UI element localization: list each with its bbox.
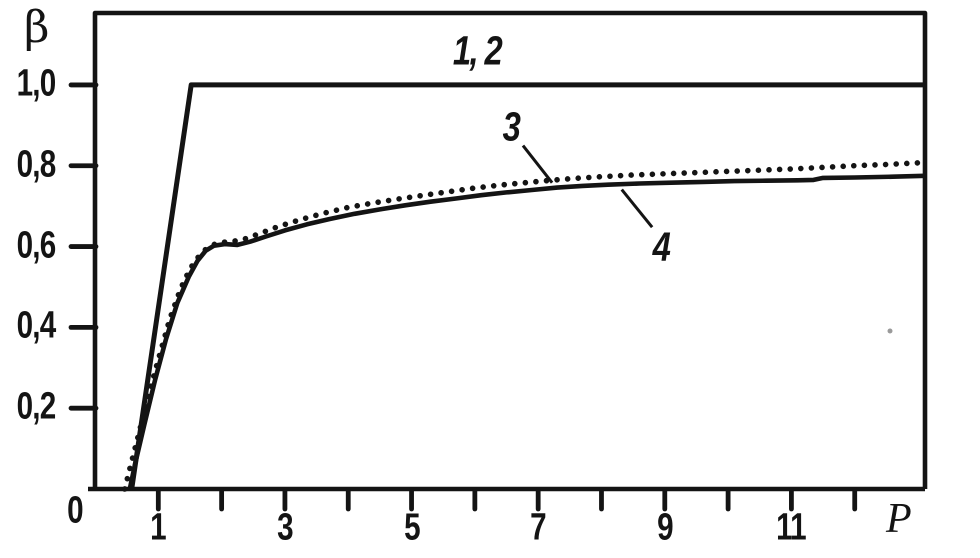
y-tick-label: 0,4 bbox=[16, 304, 57, 347]
curve-label-3: 3 bbox=[502, 103, 521, 150]
series-curve-4 bbox=[127, 173, 926, 490]
y-tick-label: 0,2 bbox=[16, 385, 57, 428]
x-tick-label: 9 bbox=[656, 506, 673, 549]
y-tick-label: 1,0 bbox=[16, 62, 57, 105]
scan-artifact-dot bbox=[887, 328, 893, 334]
series-curves-1-2 bbox=[129, 82, 925, 490]
series-curve-3 bbox=[122, 159, 928, 492]
curve-label-1-2: 1, 2 bbox=[452, 27, 503, 74]
y-tick-label: 0,8 bbox=[16, 143, 57, 186]
leader-line-4 bbox=[620, 188, 654, 229]
plot-border bbox=[92, 10, 928, 489]
x-tick-label: 11 bbox=[776, 506, 808, 549]
leader-line-3 bbox=[521, 144, 554, 184]
x-tick-label: 3 bbox=[277, 506, 293, 549]
x-axis-title: P bbox=[886, 496, 912, 542]
x-origin-label: 0 bbox=[67, 489, 83, 532]
y-tick-label: 0,6 bbox=[16, 224, 57, 267]
x-tick-label: 5 bbox=[403, 506, 420, 549]
y-axis-title: β bbox=[24, 2, 50, 53]
x-tick-label: 7 bbox=[530, 506, 547, 549]
curve-label-4: 4 bbox=[652, 223, 671, 270]
x-tick-label: 1 bbox=[150, 506, 167, 549]
